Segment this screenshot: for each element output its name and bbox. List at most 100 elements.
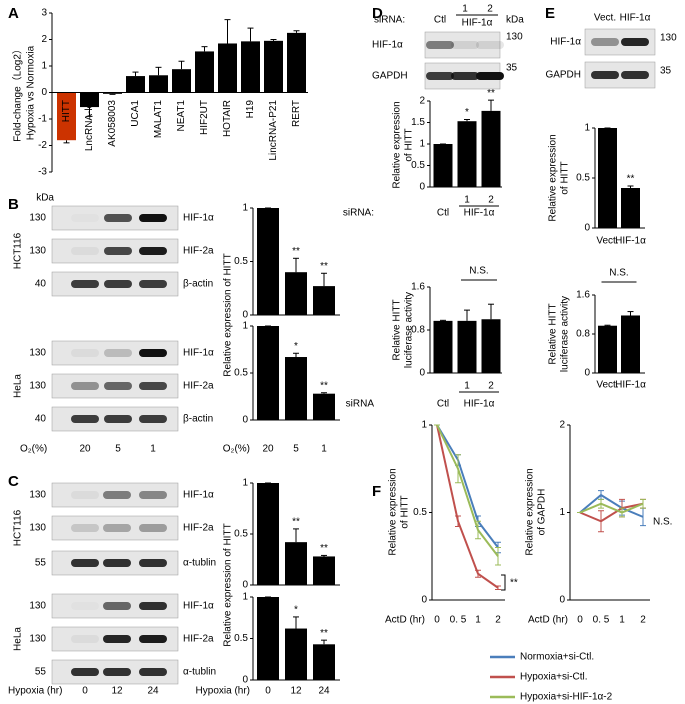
y-tick-label: 1.5 xyxy=(411,117,425,128)
protein-label: β-actin xyxy=(183,279,213,290)
legend-label: Hypoxia+si-Ctl. xyxy=(520,672,588,683)
blot-band xyxy=(103,491,131,499)
x-tick-label: HITT xyxy=(61,100,72,122)
mw-label: 40 xyxy=(35,279,47,290)
y-tick-label: 1 xyxy=(584,123,590,134)
x-axis-label: ActD (hr) xyxy=(385,615,425,626)
y-axis-label: Relative expression of HITT xyxy=(223,523,234,646)
significance: ** xyxy=(320,261,328,272)
x-tick-label: 0 xyxy=(577,615,583,626)
bracket-label: N.S. xyxy=(609,268,628,279)
y-tick-label: 2 xyxy=(559,420,565,431)
blot-band xyxy=(103,559,131,567)
blot-strip xyxy=(584,28,656,56)
y-tick-label: 0.5 xyxy=(576,173,590,184)
y-axis-label: Relative expression xyxy=(388,468,399,555)
bar xyxy=(598,128,617,228)
bar xyxy=(621,188,640,228)
x-tick-label: LncRNA-let xyxy=(84,100,95,151)
blot-band xyxy=(71,214,99,222)
blot-band xyxy=(71,415,99,423)
bar xyxy=(481,110,501,187)
mw-label: 35 xyxy=(660,66,672,77)
y-tick-label: 0.5 xyxy=(413,507,427,518)
significance: ** xyxy=(292,246,300,257)
y-tick-label: 1 xyxy=(41,61,47,72)
mw-label: 130 xyxy=(29,634,46,645)
mw-label: 130 xyxy=(660,33,677,44)
blot-band xyxy=(71,382,99,390)
protein-label: HIF-2a xyxy=(183,381,214,392)
y-tick-label: 0.5 xyxy=(234,633,248,644)
bar xyxy=(285,542,307,585)
series-line xyxy=(579,493,644,518)
y-tick-label: 1 xyxy=(559,507,565,518)
y-tick-label: 3 xyxy=(41,8,47,19)
blot-band xyxy=(104,415,132,423)
blot-unit: kDa xyxy=(506,15,524,26)
y-axis-label: Relative expression xyxy=(548,134,559,221)
protein-label: HIF-1α xyxy=(183,490,214,501)
bar xyxy=(80,92,99,108)
protein-label: α-tublin xyxy=(183,558,216,569)
significance: ** xyxy=(510,578,518,589)
lane-label: 5 xyxy=(115,444,121,455)
y-axis-label: Fold-change（Log2） xyxy=(12,44,24,142)
mw-label: 130 xyxy=(29,601,46,612)
blot-band xyxy=(139,524,167,532)
x-tick-label: 1 xyxy=(321,444,327,455)
y-tick-label: 1 xyxy=(242,203,248,214)
mw-label: 130 xyxy=(29,523,46,534)
legend-label: Normoxia+si-Ctl. xyxy=(520,652,594,663)
series-line xyxy=(579,502,644,523)
blot-strip xyxy=(51,515,179,541)
lane-label: HIF-1α xyxy=(620,13,651,24)
lane-label: 12 xyxy=(111,686,123,697)
bar xyxy=(257,208,279,315)
mw-label: 55 xyxy=(35,558,47,569)
bracket xyxy=(501,574,506,591)
x-tick-label: 1 xyxy=(464,195,470,206)
significance: * xyxy=(294,605,298,616)
lane-label: 24 xyxy=(147,686,159,697)
y-axis-label: Relative expression of HITT xyxy=(223,253,234,376)
blot-band xyxy=(71,524,99,532)
y-tick-label: 0 xyxy=(584,368,590,379)
x-tick-label: 2 xyxy=(488,381,494,392)
bar xyxy=(621,315,640,373)
y-axis-label: Relative HITT xyxy=(392,299,403,360)
blot-band xyxy=(139,349,167,357)
y-tick-label: -2 xyxy=(38,140,47,151)
protein-label: GAPDH xyxy=(545,70,581,81)
blot-band xyxy=(71,559,99,567)
mw-label: 130 xyxy=(29,246,46,257)
blot-band xyxy=(139,491,167,499)
series-line xyxy=(436,424,499,557)
blot-band xyxy=(476,41,504,49)
blot-band xyxy=(104,382,132,390)
bar xyxy=(257,483,279,585)
mw-label: 55 xyxy=(35,667,47,678)
significance: ** xyxy=(487,88,495,99)
cell-line: HeLa xyxy=(13,374,24,398)
protein-label: HIF-2a xyxy=(183,523,214,534)
bar xyxy=(313,393,335,420)
significance: ** xyxy=(320,628,328,639)
blot-band xyxy=(103,635,131,643)
legend-label: Hypoxia+si-HIF-1α-2 xyxy=(520,692,613,703)
x-axis-label: ActD (hr) xyxy=(528,615,568,626)
y-tick-label: 1 xyxy=(421,420,427,431)
bar xyxy=(313,556,335,585)
bar xyxy=(285,272,307,315)
x-tick-label: Vect. xyxy=(596,380,618,391)
blot-band xyxy=(104,280,132,288)
x-tick-label: 20 xyxy=(262,444,274,455)
y-tick-label: 0 xyxy=(419,182,425,193)
blot-unit: kDa xyxy=(36,193,54,204)
y-tick-label: -3 xyxy=(38,167,47,178)
mw-label: 40 xyxy=(35,414,47,425)
blot-band xyxy=(71,280,99,288)
bar xyxy=(195,51,214,93)
y-axis-label: of HITT xyxy=(400,495,411,528)
x-tick-label: HIF-1α xyxy=(615,236,646,247)
